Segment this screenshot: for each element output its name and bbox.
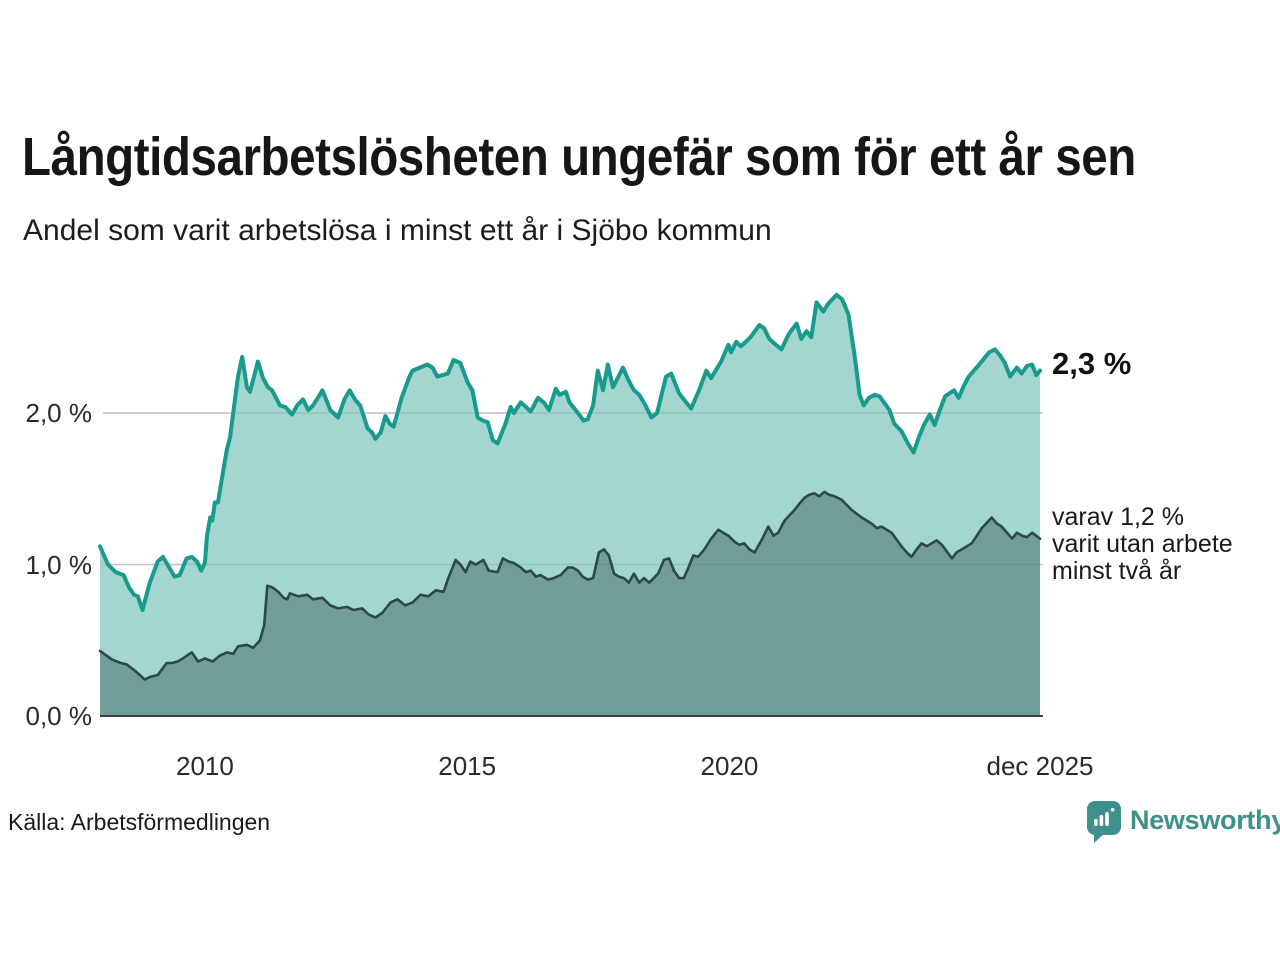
chart-subtitle: Andel som varit arbetslösa i minst ett å… xyxy=(23,214,772,247)
secondary-series-annotation: varav 1,2 % varit utan arbete minst två … xyxy=(1052,503,1233,585)
newsworthy-bubble-chart-icon xyxy=(1087,801,1121,843)
source-credit: Källa: Arbetsförmedlingen xyxy=(8,809,271,835)
y-tick-label: 1,0 % xyxy=(25,549,93,580)
x-tick-label: dec 2025 xyxy=(986,751,1094,781)
y-tick-label: 2,0 % xyxy=(25,398,93,428)
x-tick-label: 2015 xyxy=(438,751,497,781)
page-title: Långtidsarbetslösheten ungefär som för e… xyxy=(22,127,1136,187)
x-tick-label: 2010 xyxy=(175,751,234,781)
y-tick-label: 0,0 % xyxy=(25,701,93,731)
brand-name: Newsworthy xyxy=(1130,805,1280,835)
latest-value-annotation: 2,3 % xyxy=(1052,346,1132,381)
x-tick-label: 2020 xyxy=(700,751,759,781)
brand-logo: Newsworthy xyxy=(1086,800,1280,844)
